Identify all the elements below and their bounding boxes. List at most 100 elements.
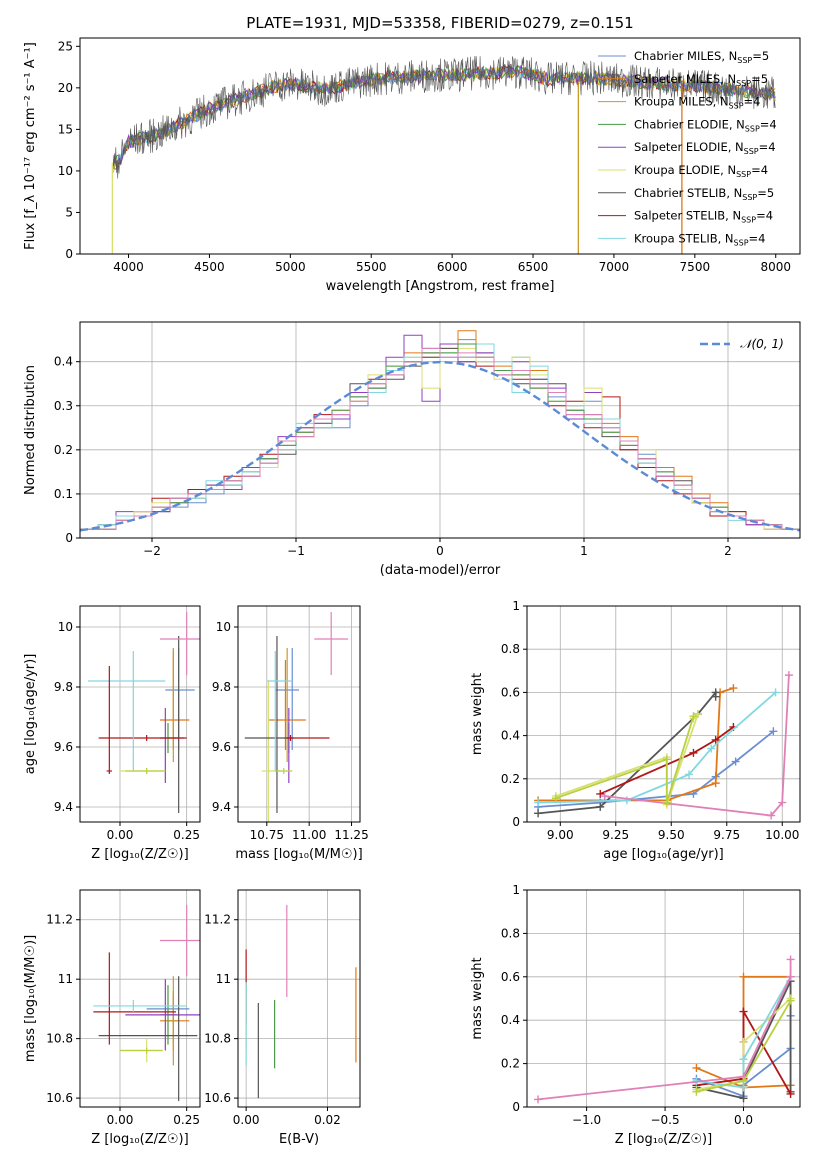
y-tick-label: 9.8 (54, 680, 73, 694)
y-tick-label: 9.6 (212, 740, 231, 754)
weight-point-marker (739, 1076, 748, 1085)
legend-subscript: SSP (729, 102, 744, 111)
y-tick-label: 10.6 (204, 1091, 231, 1105)
x-axis-label: Z [log₁₀(Z/Z☉)] (91, 1132, 188, 1147)
panel-z_age: 0.00 0.25 9.4 9.6 9.8 10 Z [log₁₀(Z/Z☉)] age [l… (23, 605, 201, 862)
figure-title: PLATE=1931, MJD=53358, FIBERID=0279, z=0… (246, 14, 633, 32)
weight-point-marker (778, 798, 787, 807)
y-tick-label: 0.8 (501, 642, 520, 656)
plot-area-residuals (80, 330, 800, 538)
axes-frame (526, 605, 801, 823)
y-axis-label: Flux [f_λ 10⁻¹⁷ erg cm⁻² s⁻¹ A⁻¹] (23, 42, 38, 250)
y-tick-label: 1 (512, 883, 520, 897)
weight-series-line (538, 687, 734, 802)
weight-point-marker (767, 811, 776, 820)
weight-series-line (538, 730, 774, 808)
plot-area-spectrum (111, 55, 776, 254)
weight-point-marker (739, 1094, 748, 1103)
x-axis-label: Z [log₁₀(Z/Z☉)] (91, 847, 188, 862)
weight-series-line (555, 715, 695, 803)
y-tick-label: 0 (512, 815, 520, 829)
legend-label: Salpeter MILES, NSSP=5 (634, 72, 768, 88)
plot-layer: 4000 4500 5000 5500 6000 6500 7000 7500 80000510… (23, 37, 801, 1147)
x-tick-label: 9.25 (602, 828, 629, 842)
x-tick-label: 0.00 (233, 1113, 260, 1127)
legend-label: Chabrier MILES, NSSP=5 (634, 49, 769, 65)
weight-point-marker (662, 798, 671, 807)
y-tick-label: 0.2 (501, 772, 520, 786)
legend-subscript: SSP (737, 56, 752, 65)
weight-point-marker (600, 792, 609, 801)
spectrum-data-line (112, 55, 776, 179)
x-tick-label: 4500 (194, 260, 225, 274)
weight-point-marker (596, 789, 605, 798)
legend-suffix: =4 (749, 231, 766, 245)
x-tick-label: 0 (436, 544, 444, 558)
panel-ebv_mass: 0.00 0.02 10.6 10.8 11 11.2 E(B-V) (204, 889, 361, 1147)
x-tick-label: −0.5 (650, 1113, 679, 1127)
plot-area-age_weight (534, 671, 793, 820)
legend-suffix: =4 (760, 117, 777, 131)
weight-point-marker (662, 755, 671, 764)
x-tick-label: 1 (580, 544, 588, 558)
weight-point-marker (739, 972, 748, 981)
y-tick-label: 10.8 (204, 1032, 231, 1046)
panel-age_weight: 9.00 9.25 9.50 9.75 10.00 0 0.2 0.4 0.6 0.8 1 age [… (470, 599, 801, 862)
x-tick-label: 0.00 (107, 1113, 134, 1127)
x-tick-label: 9.00 (547, 828, 574, 842)
y-tick-label: 9.8 (212, 680, 231, 694)
weight-point-marker (534, 809, 543, 818)
panel-z_weight: −1.0 −0.5 0.0 0 0.2 0.4 0.6 0.8 1 Z [log₁₀(Z/Z☉)]… (470, 883, 801, 1147)
y-tick-label: 10 (58, 164, 73, 178)
legend-subscript: SSP (734, 238, 749, 247)
panel-residuals: −2 −1 0 1 2 0 0.1 0.2 0.3 0.4 (data-model)/error No… (23, 321, 801, 578)
y-tick-label: 10.6 (46, 1091, 73, 1105)
axes-frame (79, 605, 201, 823)
weight-point-marker (711, 779, 720, 788)
x-tick-label: 6500 (518, 260, 549, 274)
y-axis-label: mass weight (470, 957, 485, 1039)
y-tick-label: 1 (512, 599, 520, 613)
x-axis-label: age [log₁₀(age/yr)] (603, 847, 724, 862)
weight-point-marker (739, 1007, 748, 1016)
x-tick-label: 9.75 (713, 828, 740, 842)
weight-point-marker (731, 757, 740, 766)
legend-suffix: =5 (757, 186, 774, 200)
axes-frame (526, 889, 801, 1108)
legend-label: Chabrier STELIB, NSSP=5 (634, 186, 774, 202)
weight-point-marker (786, 1089, 795, 1098)
x-axis-label: Z [log₁₀(Z/Z☉)] (615, 1132, 712, 1147)
y-tick-label: 25 (58, 39, 73, 53)
weight-point-marker (784, 671, 793, 680)
x-axis-label: wavelength [Angstrom, rest frame] (326, 279, 555, 294)
y-tick-label: 0.4 (501, 729, 520, 743)
x-tick-label: 0.02 (314, 1113, 341, 1127)
x-tick-label: 0.25 (173, 1113, 200, 1127)
y-tick-label: 11.2 (204, 913, 231, 927)
x-tick-label: −1.0 (572, 1113, 601, 1127)
x-tick-label: 7500 (680, 260, 711, 274)
legend-label: Kroupa STELIB, NSSP=4 (634, 231, 765, 247)
y-tick-label: 5 (65, 205, 73, 219)
weight-series-line (537, 959, 792, 1101)
legend-label: Salpeter ELODIE, NSSP=4 (634, 140, 776, 156)
y-tick-label: 11.2 (46, 913, 73, 927)
weight-point-marker (729, 684, 738, 693)
y-tick-label: 15 (58, 122, 73, 136)
weight-point-marker (786, 972, 795, 981)
weight-point-marker (689, 748, 698, 757)
weight-point-marker (769, 727, 778, 736)
legend-suffix: =4 (744, 95, 761, 109)
legend-suffix: =5 (752, 49, 769, 63)
weight-point-marker (692, 1087, 701, 1096)
histogram-series (80, 347, 800, 538)
legend-label: Kroupa ELODIE, NSSP=4 (634, 163, 768, 179)
x-tick-label: 9.50 (658, 828, 685, 842)
weight-series-line (538, 691, 777, 804)
legend-suffix: =5 (751, 72, 768, 86)
y-tick-label: 0.4 (54, 355, 73, 369)
x-tick-label: 11.25 (334, 828, 368, 842)
legend-subscript: SSP (745, 124, 760, 133)
legend-subscript: SSP (742, 193, 757, 202)
